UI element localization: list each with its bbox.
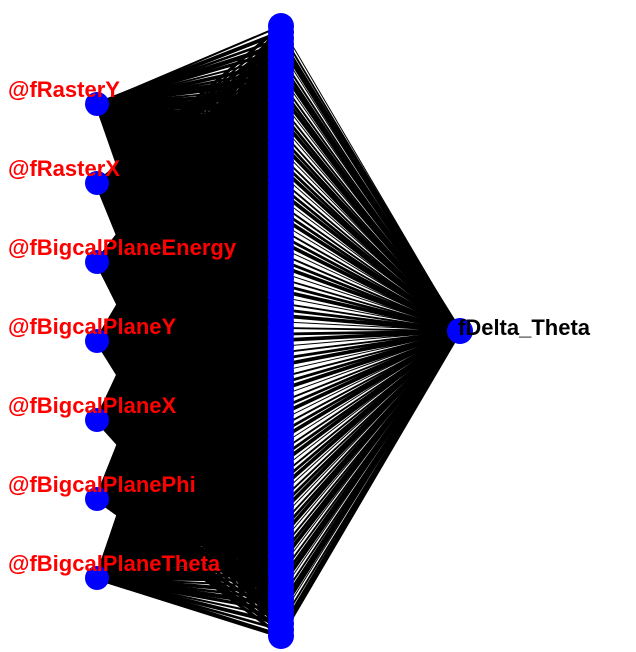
synapse-hidden-output bbox=[279, 166, 462, 333]
synapse-hidden-output bbox=[279, 43, 462, 332]
synapse-hidden-output bbox=[280, 329, 461, 416]
synapse-hidden-output bbox=[280, 240, 461, 333]
synapse-hidden-output bbox=[280, 330, 461, 397]
input-label-rastery: @fRasterY bbox=[8, 77, 120, 102]
synapse-hidden-output bbox=[280, 271, 461, 332]
synapse-hidden-output bbox=[280, 329, 461, 343]
input-neuron bbox=[85, 92, 109, 116]
synapse-hidden-output bbox=[279, 330, 462, 613]
input-label-bigcalplanex: @fBigcalPlaneX bbox=[8, 393, 176, 418]
input-label-rasterx: @fRasterX bbox=[8, 156, 120, 181]
synapse-hidden-output bbox=[279, 329, 462, 490]
synapse-input-hidden bbox=[96, 576, 282, 613]
synapse-hidden-output bbox=[280, 330, 461, 347]
input-neuron bbox=[85, 250, 109, 274]
synapse-hidden-output bbox=[280, 329, 461, 367]
synapse-hidden-output bbox=[279, 190, 462, 333]
synapse-hidden-output bbox=[280, 321, 461, 332]
input-neuron bbox=[85, 171, 109, 195]
synapse-hidden-output bbox=[280, 289, 461, 333]
synapse-hidden-output bbox=[280, 329, 461, 441]
synapse-input-hidden bbox=[96, 576, 282, 583]
synapse-hidden-output bbox=[279, 329, 462, 564]
input-neuron bbox=[85, 487, 109, 511]
input-neuron bbox=[85, 566, 109, 590]
synapse-hidden-output bbox=[280, 264, 461, 333]
hidden-neuron bbox=[268, 623, 294, 649]
input-label-bigcalplaneenergy: @fBigcalPlaneEnergy bbox=[8, 235, 237, 260]
synapse-input-hidden bbox=[96, 575, 282, 639]
synapse-hidden-output bbox=[279, 117, 462, 333]
neuron-layer bbox=[85, 13, 473, 649]
synapse-hidden-output bbox=[280, 313, 461, 333]
synapse-hidden-output bbox=[280, 330, 461, 372]
synapse-hidden-output bbox=[279, 92, 462, 333]
label-layer: @fRasterY @fRasterX @fBigcalPlaneEnergy … bbox=[8, 77, 591, 576]
synapse-hidden-output bbox=[279, 141, 462, 333]
input-neuron bbox=[85, 408, 109, 432]
synapse-hidden-output bbox=[280, 329, 461, 392]
synapse-hidden-output bbox=[279, 329, 462, 515]
input-label-bigcalplanetheta: @fBigcalPlaneTheta bbox=[8, 551, 221, 576]
input-neuron bbox=[85, 329, 109, 353]
synapse-hidden-output bbox=[279, 329, 462, 465]
synapse-hidden-output bbox=[279, 68, 462, 333]
synapse-hidden-output bbox=[280, 215, 461, 333]
synapse-hidden-output bbox=[279, 329, 462, 588]
synapse-hidden-output bbox=[280, 296, 461, 332]
synapse-hidden-output bbox=[279, 329, 462, 539]
synapse-input-hidden bbox=[96, 548, 282, 580]
output-label-fdelta-theta: fDelta_Theta bbox=[458, 315, 591, 340]
synapse-hidden-output bbox=[279, 330, 462, 637]
synapse-layer bbox=[94, 24, 462, 639]
input-label-bigcalplaney: @fBigcalPlaneY bbox=[8, 314, 176, 339]
output-neuron bbox=[447, 318, 473, 344]
input-label-bigcalplanephi: @fBigcalPlanePhi bbox=[8, 472, 196, 497]
